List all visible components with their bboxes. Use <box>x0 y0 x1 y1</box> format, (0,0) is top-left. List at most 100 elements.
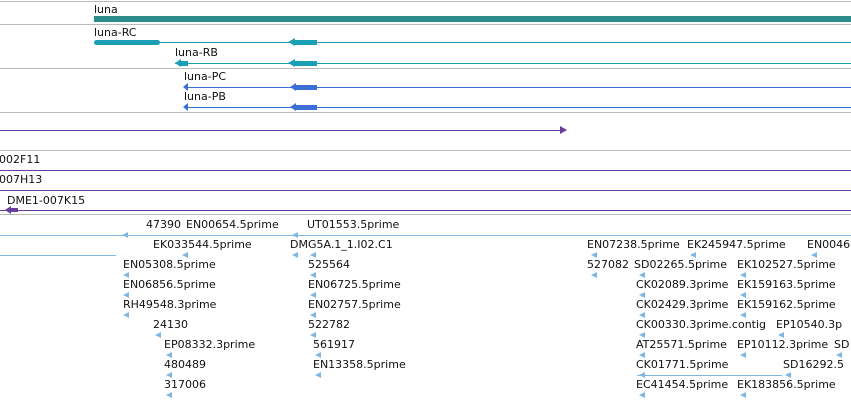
est-marker[interactable] <box>123 292 129 298</box>
est-marker[interactable] <box>740 312 746 318</box>
est-marker[interactable] <box>591 272 597 278</box>
est-marker[interactable] <box>811 252 817 258</box>
est-label[interactable]: CK01771.5prime <box>636 358 729 371</box>
est-label[interactable]: EK245947.5prime <box>687 238 786 251</box>
est-marker[interactable] <box>591 252 597 258</box>
est-label[interactable]: EK183856.5prime <box>737 378 836 391</box>
est-label[interactable]: 527082 <box>587 258 629 271</box>
est-label[interactable]: SD02265.5prime <box>634 258 727 271</box>
est-label[interactable]: 480489 <box>164 358 206 371</box>
clone-line[interactable] <box>0 130 566 131</box>
est-marker[interactable] <box>740 292 746 298</box>
est-label[interactable]: SD <box>834 338 850 351</box>
est-label[interactable]: EC41454.5prime <box>636 378 729 391</box>
est-label[interactable]: EN13358.5prime <box>313 358 406 371</box>
protein-pc-exon[interactable] <box>296 85 317 90</box>
est-label[interactable]: RH49548.3prime <box>123 298 217 311</box>
clone-label[interactable]: DME1-007K15 <box>7 194 86 207</box>
est-label[interactable]: 317006 <box>164 378 206 391</box>
est-marker[interactable] <box>836 352 842 358</box>
est-marker[interactable] <box>639 372 645 378</box>
est-label[interactable]: 24130 <box>153 318 188 331</box>
est-label[interactable]: EP10112.3prime <box>737 338 829 351</box>
est-marker[interactable] <box>166 372 172 378</box>
est-label[interactable]: CK00330.3prime.contig <box>636 318 767 331</box>
est-marker[interactable] <box>639 272 645 278</box>
clone-label[interactable]: 007H13 <box>0 173 43 186</box>
est-label[interactable]: AT25571.5prime <box>636 338 727 351</box>
transcript-label-rc[interactable]: luna-RC <box>94 26 137 39</box>
est-marker[interactable] <box>310 252 316 258</box>
est-marker[interactable] <box>740 392 746 398</box>
est-marker[interactable] <box>639 312 645 318</box>
clone-label[interactable]: 002F11 <box>0 153 41 166</box>
est-line[interactable] <box>0 235 851 236</box>
est-marker[interactable] <box>740 272 746 278</box>
est-label[interactable]: EN0046 <box>807 238 851 251</box>
protein-pb-line[interactable] <box>184 107 851 108</box>
est-marker[interactable] <box>740 352 746 358</box>
est-marker[interactable] <box>639 352 645 358</box>
est-label[interactable]: EK159163.5prime <box>737 278 836 291</box>
est-label[interactable]: EN05308.5prime <box>123 258 216 271</box>
est-label[interactable]: EK102527.5prime <box>737 258 836 271</box>
transcript-rb-exon[interactable] <box>295 61 317 66</box>
est-label[interactable]: DMG5A.1_1.I02.C1 <box>290 238 393 251</box>
est-marker[interactable] <box>310 312 316 318</box>
est-label[interactable]: 525564 <box>308 258 350 271</box>
est-label[interactable]: EN02757.5prime <box>308 298 401 311</box>
est-marker[interactable] <box>639 392 645 398</box>
est-marker[interactable] <box>315 372 321 378</box>
est-label[interactable]: CK02089.3prime <box>636 278 729 291</box>
est-marker[interactable] <box>123 312 129 318</box>
clone-line[interactable] <box>0 190 851 191</box>
est-marker[interactable] <box>785 372 791 378</box>
est-label[interactable]: 47390 <box>146 218 181 231</box>
est-marker[interactable] <box>182 252 188 258</box>
est-label[interactable]: EK159162.5prime <box>737 298 836 311</box>
transcript-rb-intron[interactable] <box>175 63 851 64</box>
est-label[interactable]: 522782 <box>308 318 350 331</box>
est-label[interactable]: EK033544.5prime <box>153 238 252 251</box>
est-marker[interactable] <box>123 272 129 278</box>
est-label[interactable]: EN06856.5prime <box>123 278 216 291</box>
protein-pb-exon[interactable] <box>296 105 317 110</box>
transcript-rc-exon[interactable] <box>94 40 160 45</box>
est-marker[interactable] <box>639 332 645 338</box>
transcript-rc-exon[interactable] <box>295 40 317 45</box>
transcript-rb-exon[interactable] <box>180 61 188 66</box>
protein-label-pb[interactable]: luna-PB <box>184 90 226 103</box>
est-marker[interactable] <box>310 332 316 338</box>
est-label[interactable]: EN07238.5prime <box>587 238 680 251</box>
est-marker[interactable] <box>639 292 645 298</box>
est-marker[interactable] <box>778 332 784 338</box>
est-marker[interactable] <box>122 232 128 238</box>
est-label[interactable]: EN06725.5prime <box>308 278 401 291</box>
transcript-label-rb[interactable]: luna-RB <box>175 46 218 59</box>
est-marker[interactable] <box>166 352 172 358</box>
est-label[interactable]: SD16292.5 <box>783 358 844 371</box>
est-marker[interactable] <box>690 252 696 258</box>
est-marker[interactable] <box>310 272 316 278</box>
est-label[interactable]: UT01553.5prime <box>307 218 400 231</box>
est-label[interactable]: EN00654.5prime <box>186 218 279 231</box>
transcript-rc-intron[interactable] <box>94 42 851 43</box>
clone-line[interactable] <box>0 170 851 171</box>
est-label[interactable]: EP08332.3prime <box>164 338 256 351</box>
est-marker[interactable] <box>310 292 316 298</box>
gene-feature[interactable] <box>94 16 851 22</box>
protein-pc-line[interactable] <box>184 87 851 88</box>
clone-line[interactable] <box>0 210 851 211</box>
est-label[interactable]: EP10540.3p <box>776 318 843 331</box>
gene-label[interactable]: luna <box>94 3 118 16</box>
est-marker[interactable] <box>315 352 321 358</box>
est-marker[interactable] <box>166 392 172 398</box>
est-marker[interactable] <box>155 332 161 338</box>
est-marker[interactable] <box>292 252 298 258</box>
est-label[interactable]: 561917 <box>313 338 355 351</box>
est-marker[interactable] <box>292 232 298 238</box>
est-line[interactable] <box>0 255 116 256</box>
est-label[interactable]: CK02429.3prime <box>636 298 729 311</box>
est-line[interactable] <box>637 375 782 376</box>
protein-label-pc[interactable]: luna-PC <box>184 70 227 83</box>
